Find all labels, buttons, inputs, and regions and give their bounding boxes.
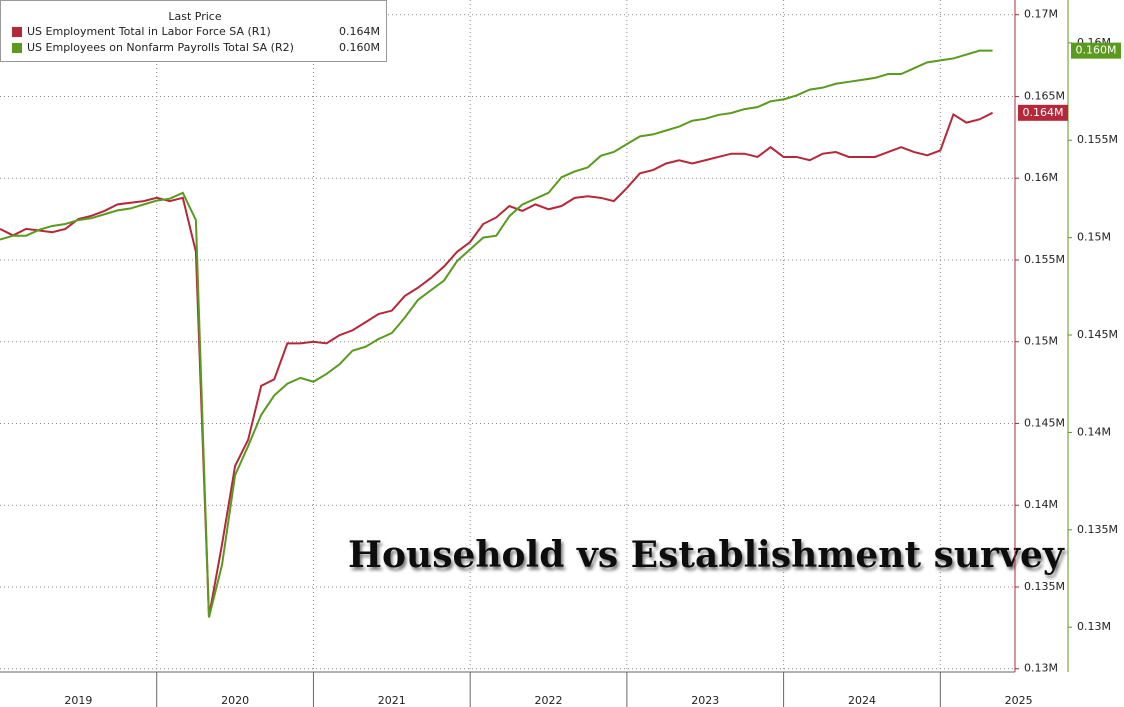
y2-tick-label: 0.14M (1077, 425, 1111, 438)
legend-label: US Employment Total in Labor Force SA (R… (27, 25, 271, 38)
x-tick-label: 2021 (378, 694, 406, 707)
y-tick-label: 0.165M (1024, 89, 1065, 102)
y-tick-label: 0.145M (1024, 416, 1065, 429)
last-price-tag (1071, 42, 1121, 59)
y-tick-label: 0.155M (1024, 253, 1065, 266)
legend-swatch (12, 43, 22, 53)
last-price-tag (1018, 104, 1068, 121)
y-tick-label: 0.135M (1024, 580, 1065, 593)
y-tick-label: 0.16M (1024, 171, 1058, 184)
y2-tick-label: 0.155M (1077, 133, 1118, 146)
x-tick-label: 2022 (535, 694, 563, 707)
y-tick-label: 0.17M (1024, 8, 1058, 21)
legend-label: US Employees on Nonfarm Payrolls Total S… (27, 41, 294, 54)
y2-tick-label: 0.15M (1077, 231, 1111, 244)
plot (0, 49, 994, 618)
y2-tick-label: 0.135M (1077, 523, 1118, 536)
y2-tick-label: 0.13M (1077, 620, 1111, 633)
legend-last: 0.164M (339, 25, 380, 38)
last-price-label: 0.160M (1076, 44, 1117, 57)
last-price-label: 0.164M (1023, 106, 1064, 119)
series-line (0, 49, 993, 618)
y-tick-label: 0.15M (1024, 335, 1058, 348)
chart-title: Household vs Establishment survey (348, 534, 1065, 576)
legend-swatch (12, 27, 22, 37)
y-tick-label: 0.13M (1024, 662, 1058, 675)
legend-header: Last Price (168, 10, 221, 23)
legend-box (0, 0, 387, 62)
legend: Last Price US Employment Total in Labor … (0, 0, 387, 62)
x-tick-label: 2023 (691, 694, 719, 707)
y2-tick-label: 0.145M (1077, 328, 1118, 341)
x-tick-label: 2025 (1005, 694, 1033, 707)
x-tick-label: 2020 (221, 694, 249, 707)
y-tick-label: 0.14M (1024, 498, 1058, 511)
grid (0, 0, 1015, 672)
x-tick-label: 2019 (64, 694, 92, 707)
x-tick-label: 2024 (848, 694, 876, 707)
legend-last: 0.160M (339, 41, 380, 54)
